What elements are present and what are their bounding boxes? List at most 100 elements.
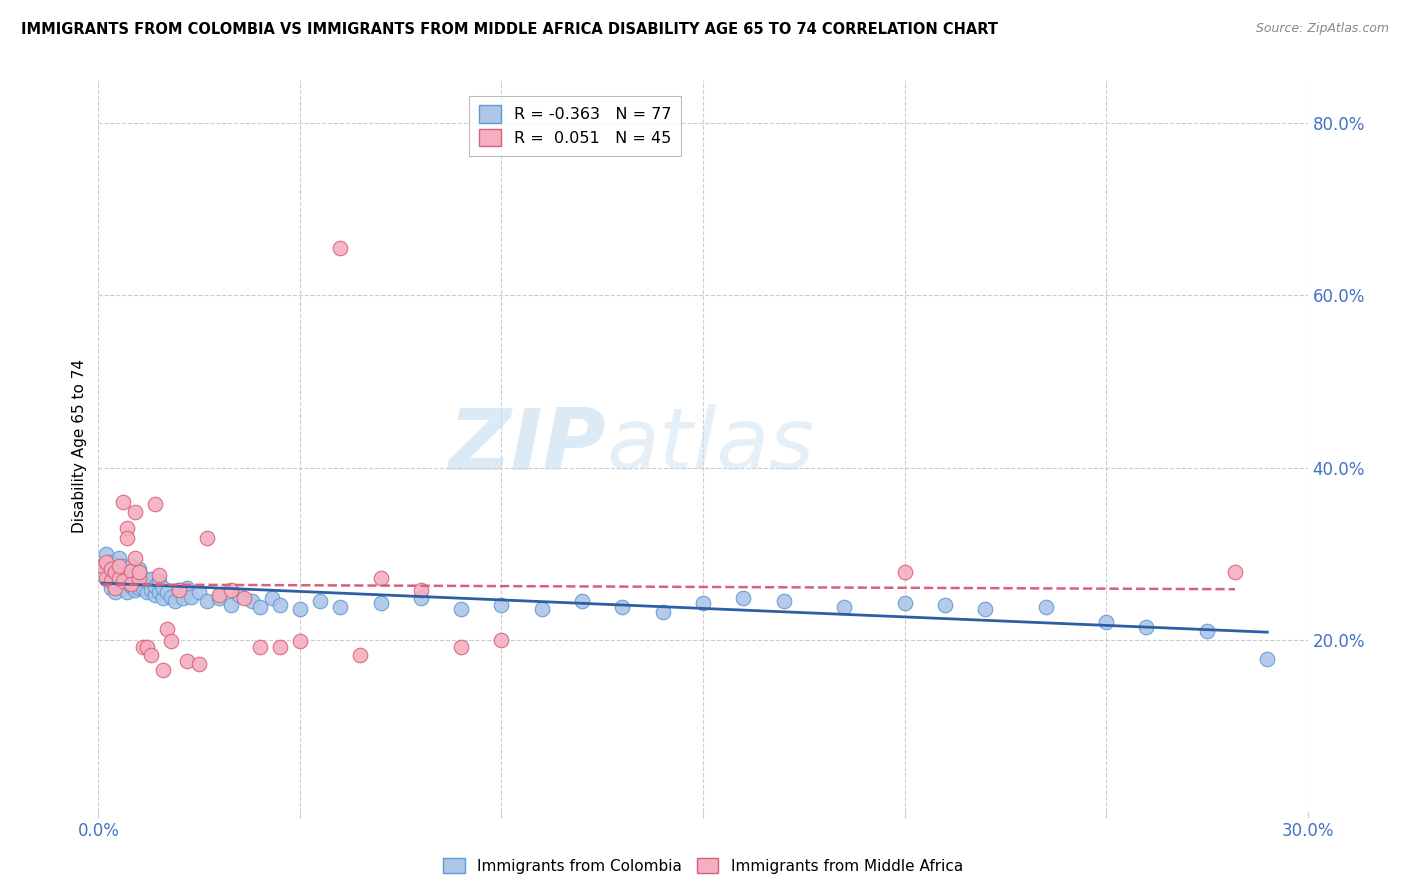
Point (450, 602, 472, 616)
Point (148, 568, 170, 582)
Point (329, 599, 352, 614)
Point (156, 585, 179, 599)
Point (530, 602, 553, 616)
Point (100, 574, 122, 588)
Point (180, 590, 202, 604)
Point (148, 574, 170, 588)
Point (128, 566, 150, 580)
Point (450, 640, 472, 654)
Point (152, 663, 174, 677)
Point (107, 564, 129, 578)
Point (491, 598, 513, 612)
Point (772, 594, 794, 608)
Point (124, 568, 146, 582)
Point (120, 576, 142, 591)
Point (103, 573, 125, 587)
Point (100, 581, 122, 595)
Point (107, 550, 129, 565)
Point (139, 573, 162, 587)
Point (309, 594, 332, 608)
Point (195, 594, 218, 608)
Point (269, 598, 291, 612)
Point (103, 581, 125, 595)
Point (107, 576, 129, 591)
Point (733, 591, 755, 606)
Point (128, 571, 150, 585)
Point (120, 571, 142, 585)
Point (1035, 599, 1057, 614)
Point (370, 571, 392, 585)
Point (240, 594, 263, 608)
Point (692, 597, 714, 611)
Point (160, 590, 183, 604)
Text: ZIP: ZIP (449, 404, 606, 488)
Point (139, 648, 162, 662)
Point (249, 599, 271, 614)
Point (135, 585, 157, 599)
Point (208, 588, 231, 602)
Point (135, 574, 157, 588)
Point (96, 571, 118, 585)
Point (120, 579, 142, 593)
Legend: Immigrants from Colombia, Immigrants from Middle Africa: Immigrants from Colombia, Immigrants fro… (437, 852, 969, 880)
Point (195, 531, 218, 545)
Point (409, 591, 432, 606)
Point (260, 591, 283, 606)
Y-axis label: Disability Age 65 to 74: Disability Age 65 to 74 (72, 359, 87, 533)
Text: IMMIGRANTS FROM COLOMBIA VS IMMIGRANTS FROM MIDDLE AFRICA DISABILITY AGE 65 TO 7: IMMIGRANTS FROM COLOMBIA VS IMMIGRANTS F… (21, 22, 998, 37)
Point (974, 602, 997, 616)
Point (100, 564, 122, 578)
Point (115, 521, 138, 535)
Point (188, 657, 211, 671)
Point (163, 594, 186, 608)
Point (111, 559, 134, 574)
Point (612, 599, 634, 614)
Point (124, 505, 146, 519)
Point (96, 573, 118, 587)
Point (132, 571, 155, 585)
Point (103, 566, 125, 580)
Point (167, 582, 190, 597)
Point (1256, 651, 1278, 665)
Point (893, 597, 915, 611)
Point (91, 559, 114, 574)
Point (128, 571, 150, 585)
Point (349, 648, 371, 662)
Point (893, 566, 915, 580)
Point (124, 582, 146, 597)
Point (269, 640, 291, 654)
Point (111, 581, 134, 595)
Point (103, 585, 125, 599)
Point (208, 591, 231, 606)
Point (132, 640, 155, 654)
Point (409, 582, 432, 597)
Point (143, 579, 166, 593)
Point (288, 602, 311, 616)
Point (221, 598, 243, 612)
Point (148, 585, 170, 599)
Point (111, 573, 134, 587)
Point (1135, 620, 1157, 634)
Point (249, 640, 271, 654)
Point (143, 497, 166, 511)
Point (1223, 566, 1246, 580)
Point (135, 640, 157, 654)
Point (651, 605, 673, 619)
Point (232, 591, 254, 606)
Point (120, 564, 142, 578)
Point (132, 581, 155, 595)
Point (1195, 624, 1218, 638)
Point (288, 634, 311, 648)
Point (139, 582, 162, 597)
Point (107, 559, 129, 574)
Point (107, 571, 129, 585)
Point (128, 581, 150, 595)
Point (152, 591, 174, 606)
Point (176, 654, 198, 668)
Point (128, 562, 150, 576)
Point (152, 581, 174, 595)
Point (111, 574, 134, 588)
Point (832, 599, 855, 614)
Point (167, 582, 190, 597)
Point (571, 594, 593, 608)
